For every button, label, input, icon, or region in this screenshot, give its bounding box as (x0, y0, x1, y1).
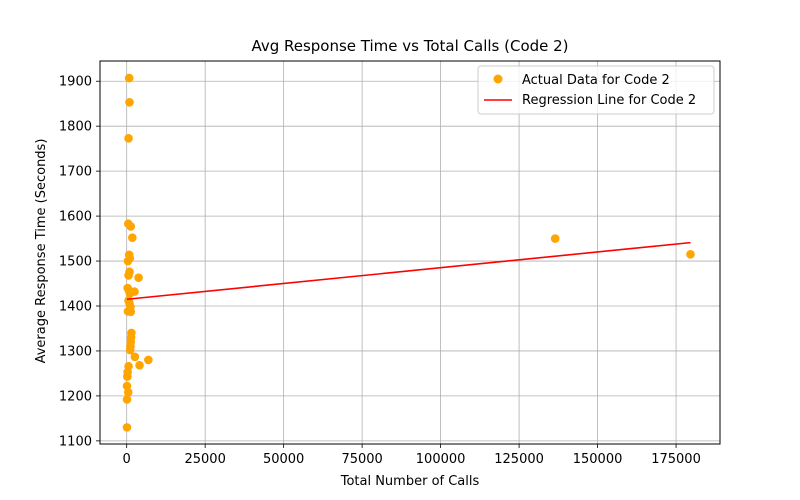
data-point (126, 222, 136, 231)
y-tick-label: 1200 (59, 389, 92, 404)
data-point (123, 388, 133, 397)
data-point (134, 273, 143, 282)
x-tick-label: 25000 (184, 452, 225, 467)
legend-box (477, 65, 715, 115)
legend-label-actual-data: Actual Data for Code 2 (522, 73, 670, 88)
x-axis-label: Total Number of Calls (340, 474, 480, 489)
x-tick-label: 50000 (263, 452, 304, 467)
plot-frame (99, 60, 721, 445)
data-point (144, 355, 153, 365)
data-point (124, 73, 134, 83)
x-tick-label: 0 (123, 452, 131, 467)
x-tick-label: 100000 (416, 452, 466, 467)
data-point (126, 307, 136, 317)
legend: Actual Data for Code 2 Regression Line f… (477, 65, 715, 115)
data-point (123, 372, 132, 381)
y-tick-label: 1800 (59, 120, 92, 135)
x-tick-label: 125000 (494, 452, 544, 467)
data-point (125, 98, 134, 107)
y-tick-label: 1900 (59, 75, 92, 90)
data-point (124, 271, 133, 280)
y-tick-label: 1100 (59, 434, 92, 449)
x-tick-label: 175000 (651, 452, 701, 467)
x-tick-label: 75000 (341, 452, 382, 467)
data-point (125, 289, 135, 298)
data-point (122, 395, 132, 404)
y-tick-label: 1400 (59, 299, 92, 314)
axis-ticks: 0 25000 50000 75000 100000 125000 150000 175000… (59, 75, 701, 467)
chart-title: Avg Response Time vs Total Calls (Code 2… (251, 37, 568, 55)
data-point (125, 345, 135, 355)
y-axis-label: Average Response Time (Seconds) (34, 139, 49, 364)
x-tick-label: 150000 (573, 452, 623, 467)
data-point (122, 423, 132, 432)
data-point (135, 361, 144, 370)
plot-data (122, 73, 695, 432)
regression-line (126, 241, 691, 301)
data-point (130, 352, 140, 362)
y-tick-label: 1600 (59, 210, 92, 225)
data-point (550, 234, 560, 243)
data-point (124, 134, 133, 143)
y-tick-label: 1300 (59, 344, 92, 359)
grid (100, 61, 720, 444)
y-tick-label: 1500 (59, 255, 92, 270)
data-point (686, 249, 695, 259)
data-point (123, 256, 133, 266)
legend-label-regression-line: Regression Line for Code 2 (522, 93, 696, 108)
y-tick-label: 1700 (59, 165, 92, 180)
legend-marker-actual-data (493, 74, 503, 84)
data-point (128, 233, 137, 242)
